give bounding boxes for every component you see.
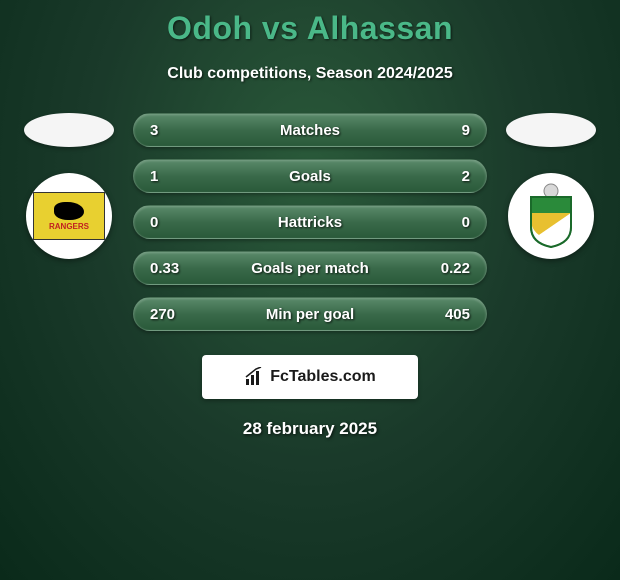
stat-left-value: 0 [150, 214, 200, 231]
watermark-badge[interactable]: FcTables.com [202, 355, 418, 399]
stat-row-min-per-goal: 270 Min per goal 405 [133, 297, 487, 331]
right-player-avatar [506, 113, 596, 147]
watermark-text: FcTables.com [270, 368, 376, 386]
stat-right-value: 2 [420, 168, 470, 185]
right-club-badge [508, 173, 594, 259]
subtitle: Club competitions, Season 2024/2025 [0, 65, 620, 83]
stat-row-goals-per-match: 0.33 Goals per match 0.22 [133, 251, 487, 285]
panther-icon [54, 202, 84, 220]
stat-row-goals: 1 Goals 2 [133, 159, 487, 193]
stat-right-value: 405 [420, 306, 470, 323]
rangers-logo-text: RANGERS [49, 222, 89, 231]
stat-label: Matches [200, 122, 420, 139]
page-title: Odoh vs Alhassan [0, 10, 620, 47]
stat-left-value: 0.33 [150, 260, 200, 277]
stat-left-value: 1 [150, 168, 200, 185]
stat-left-value: 270 [150, 306, 200, 323]
left-player-column: RANGERS [19, 113, 119, 259]
stat-row-hattricks: 0 Hattricks 0 [133, 205, 487, 239]
date-label: 28 february 2025 [0, 419, 620, 439]
stats-column: 3 Matches 9 1 Goals 2 0 Hattricks 0 0.33… [133, 113, 487, 331]
stat-right-value: 0.22 [420, 260, 470, 277]
stat-row-matches: 3 Matches 9 [133, 113, 487, 147]
comparison-row: RANGERS 3 Matches 9 1 Goals 2 0 Hattrick… [0, 113, 620, 331]
stat-left-value: 3 [150, 122, 200, 139]
stat-label: Goals [200, 168, 420, 185]
stat-right-value: 9 [420, 122, 470, 139]
chart-icon [244, 367, 264, 387]
stat-label: Min per goal [200, 306, 420, 323]
stat-label: Hattricks [200, 214, 420, 231]
stat-label: Goals per match [200, 260, 420, 277]
rangers-logo: RANGERS [33, 192, 105, 240]
right-player-column [501, 113, 601, 259]
stat-right-value: 0 [420, 214, 470, 231]
left-player-avatar [24, 113, 114, 147]
right-club-logo-icon [521, 183, 581, 249]
left-club-badge: RANGERS [26, 173, 112, 259]
